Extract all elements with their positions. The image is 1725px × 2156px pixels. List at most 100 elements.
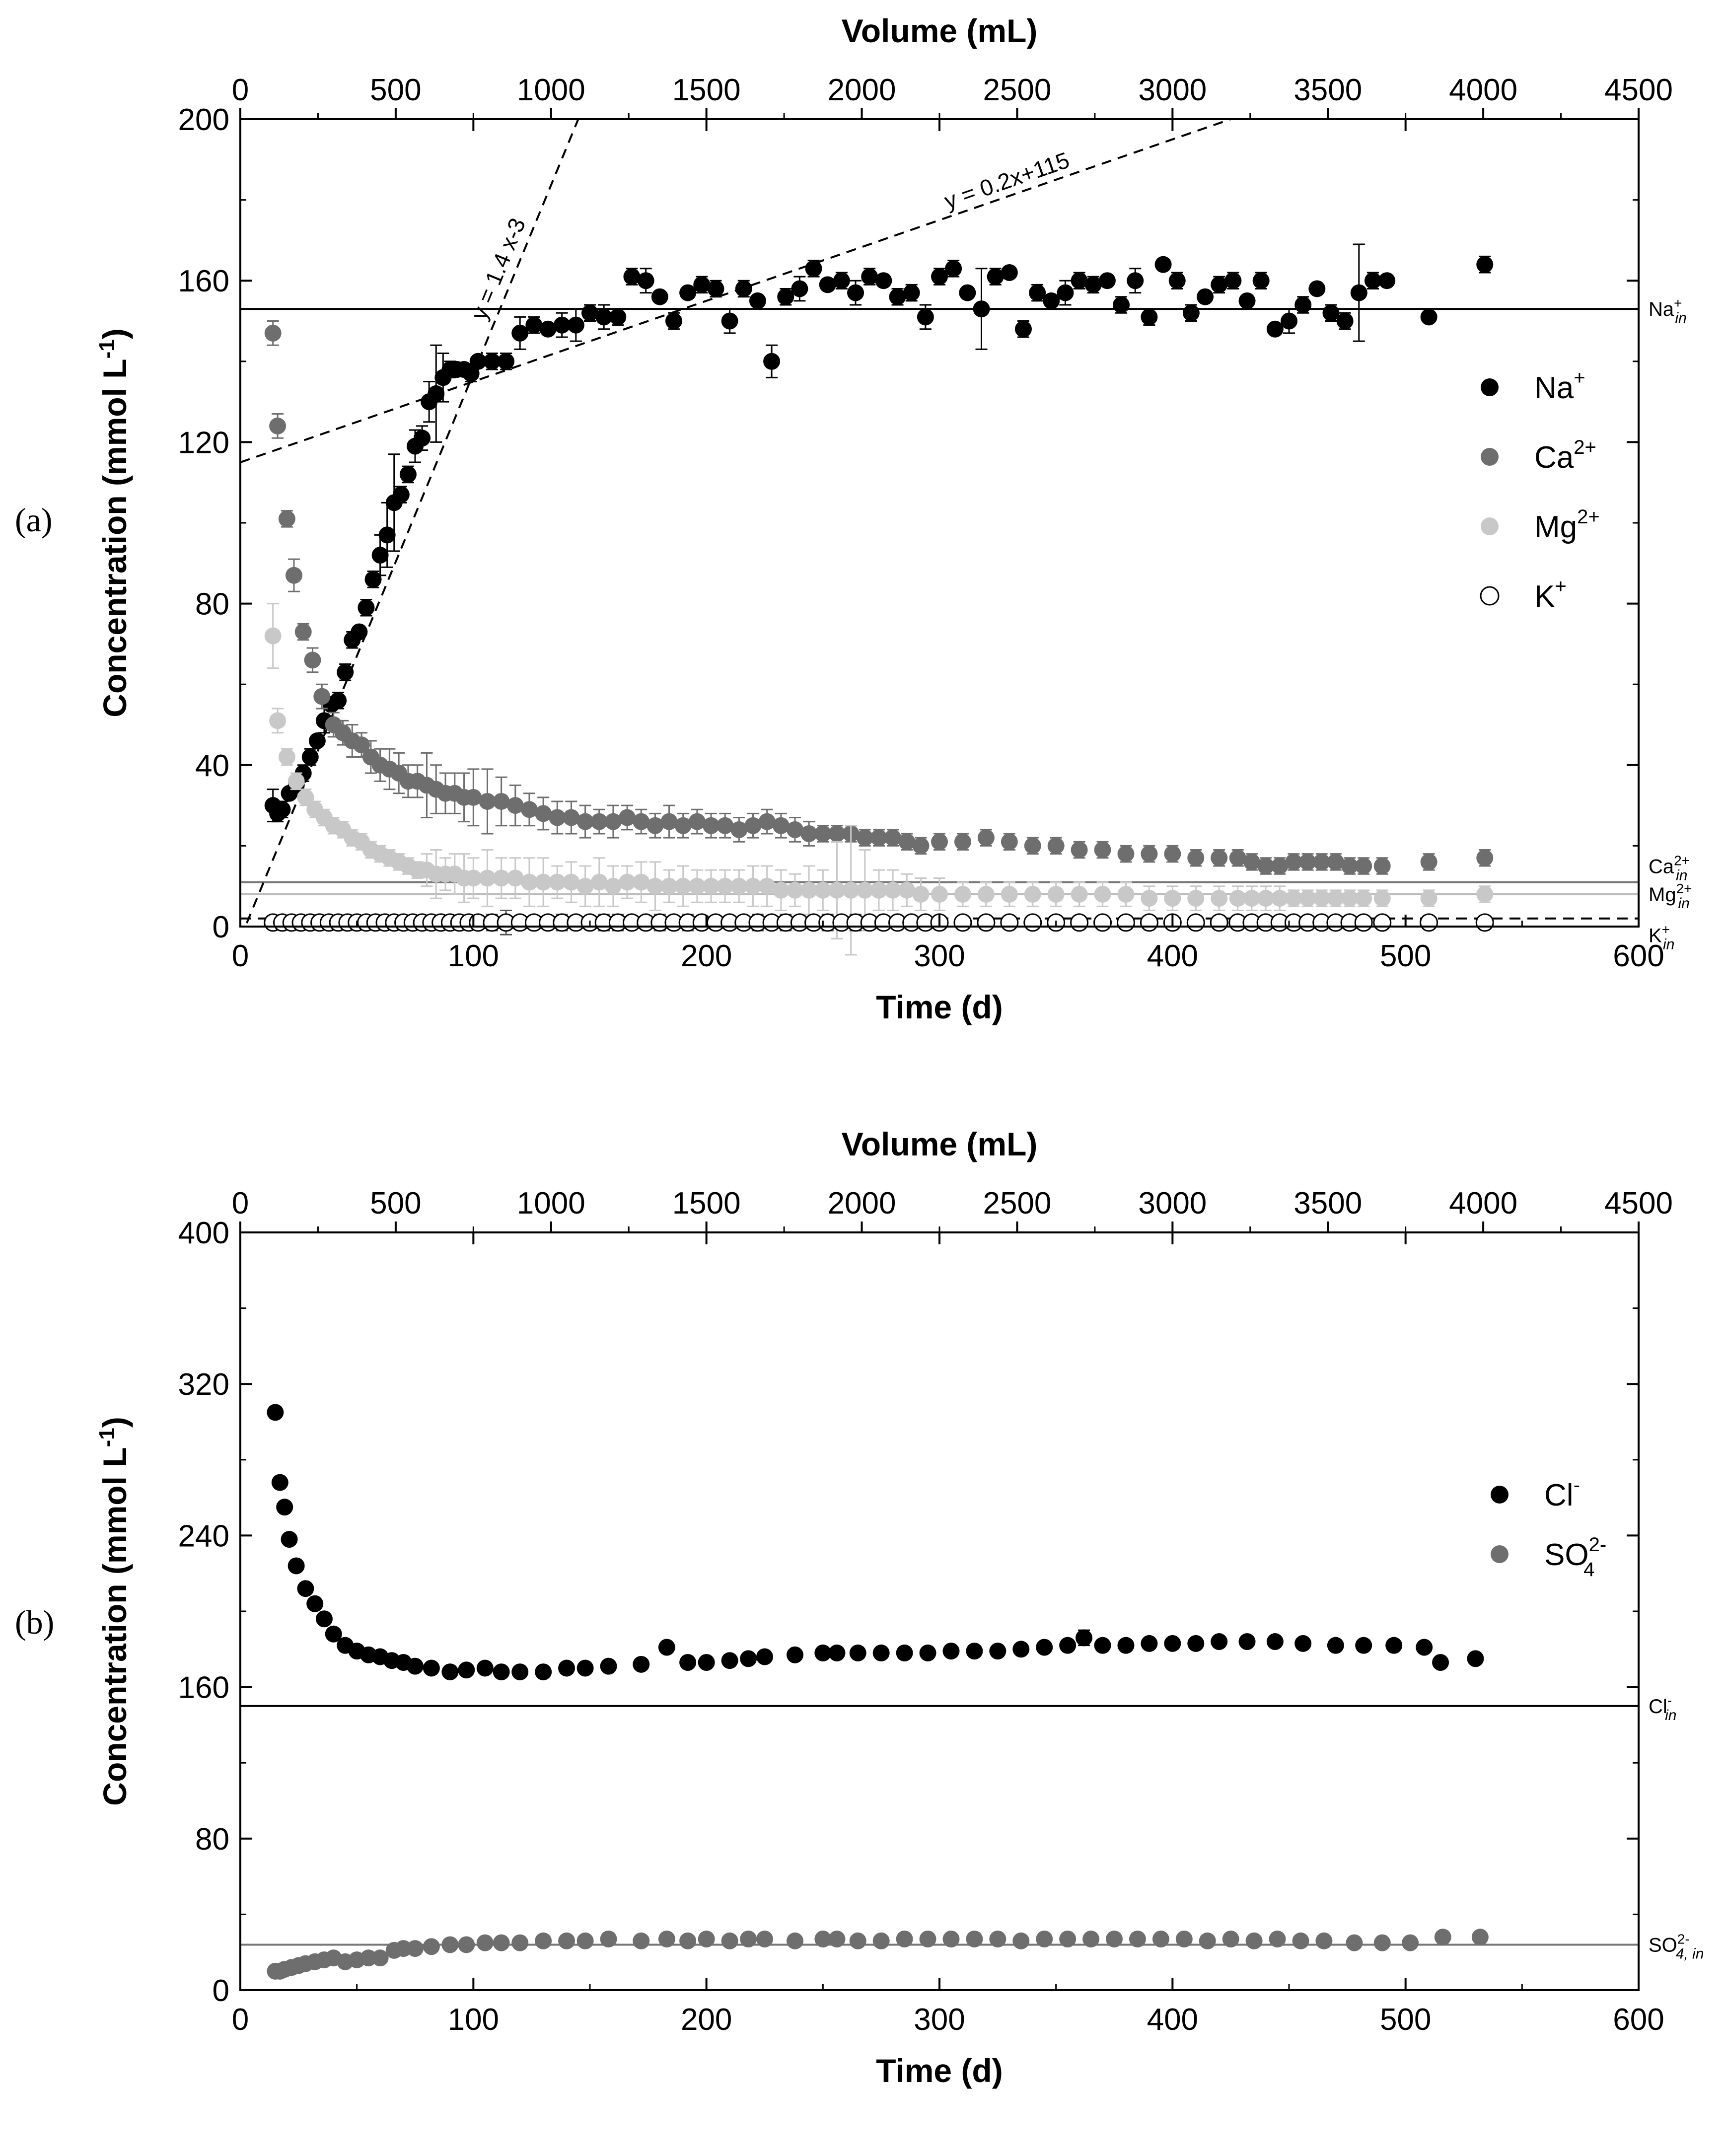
- data-point: [465, 869, 482, 887]
- data-point: [1313, 890, 1330, 907]
- data-point: [465, 789, 482, 806]
- x2-tick-label: 2500: [983, 1186, 1051, 1221]
- data-point: [1043, 292, 1060, 309]
- data-point: [288, 773, 305, 790]
- data-point: [1476, 885, 1494, 903]
- data-point: [870, 829, 887, 847]
- legend-label-base: Mg: [1534, 510, 1577, 544]
- data-point: [576, 1932, 594, 1949]
- data-point: [966, 1930, 983, 1947]
- data-point: [730, 877, 748, 895]
- data-point: [1094, 885, 1111, 903]
- data-point: [1094, 1637, 1111, 1654]
- x2-tick-label: 500: [370, 73, 421, 107]
- data-point: [1327, 853, 1344, 870]
- reference-line-label: Na+ in: [1649, 295, 1687, 326]
- data-point: [479, 792, 496, 810]
- data-point: [304, 651, 321, 669]
- data-point: [1182, 304, 1200, 322]
- x2-tick-label: 1500: [672, 1186, 741, 1221]
- legend-label: SO2- 4: [1544, 1534, 1606, 1581]
- data-point: [896, 1930, 913, 1947]
- data-point: [1322, 304, 1340, 322]
- data-point: [1373, 858, 1391, 875]
- data-point: [1057, 284, 1074, 301]
- data-point: [581, 304, 598, 322]
- data-point: [590, 873, 608, 891]
- data-point: [535, 1663, 552, 1681]
- data-point: [360, 1949, 377, 1967]
- x2-tick-label: 0: [232, 73, 249, 107]
- data-point: [735, 280, 752, 297]
- data-point: [1476, 256, 1494, 273]
- legend-marker: [1481, 378, 1499, 396]
- data-point: [1341, 890, 1359, 907]
- data-point: [1416, 1639, 1433, 1656]
- data-point: [1199, 1932, 1216, 1949]
- data-point: [1029, 284, 1046, 301]
- data-point: [1141, 890, 1158, 907]
- series-Ca2+: [264, 320, 1494, 875]
- data-point: [1327, 890, 1344, 907]
- data-point: [1024, 837, 1041, 855]
- data-point: [330, 692, 347, 709]
- data-point: [814, 825, 832, 843]
- data-point: [441, 1663, 459, 1681]
- data-point: [267, 1404, 284, 1421]
- legend-marker: [1481, 517, 1499, 535]
- data-point: [1211, 849, 1228, 866]
- data-point: [590, 813, 608, 830]
- data-point: [558, 1659, 575, 1677]
- reference-label-sup: +: [1674, 295, 1682, 311]
- x2-tick-label: 3000: [1138, 1186, 1207, 1221]
- data-point: [506, 797, 524, 814]
- data-point: [875, 272, 892, 289]
- data-point: [1299, 890, 1316, 907]
- data-point: [721, 1652, 738, 1669]
- y-axis-title-main: Concentration (mmol L: [96, 1447, 133, 1805]
- reference-label-base: K: [1649, 925, 1662, 947]
- data-point: [525, 316, 543, 334]
- data-point: [1269, 1930, 1286, 1947]
- data-point: [942, 1643, 960, 1660]
- data-point: [966, 1643, 983, 1660]
- data-point: [987, 268, 1004, 286]
- data-point: [549, 873, 566, 891]
- x-tick-label: 300: [914, 2003, 965, 2037]
- data-point: [306, 1595, 324, 1612]
- data-point: [1036, 1639, 1053, 1656]
- y-tick-label: 0: [213, 1974, 229, 2008]
- data-point: [1036, 1930, 1053, 1947]
- data-point: [814, 881, 832, 899]
- data-point: [847, 284, 864, 301]
- x-tick-label: 500: [1380, 939, 1431, 973]
- data-point: [870, 881, 887, 899]
- x2-tick-label: 4500: [1604, 1186, 1673, 1221]
- y-tick-label: 200: [178, 103, 229, 137]
- reference-label-base: Ca: [1649, 856, 1674, 878]
- data-point: [1373, 1934, 1391, 1951]
- data-point: [563, 873, 580, 891]
- data-point: [953, 913, 972, 932]
- data-point: [756, 1930, 773, 1947]
- data-point: [278, 748, 295, 766]
- data-point: [758, 877, 776, 895]
- data-point: [1467, 1650, 1484, 1667]
- data-point: [1355, 1637, 1372, 1654]
- y-tick-label: 160: [178, 264, 229, 298]
- data-point: [1271, 858, 1289, 875]
- legend-label-sup: 2+: [1577, 506, 1600, 528]
- data-point: [285, 567, 302, 584]
- data-point: [828, 1644, 846, 1661]
- data-point: [1350, 284, 1367, 301]
- data-point: [828, 825, 846, 843]
- series-SO42-: [267, 1929, 1489, 1980]
- data-point: [1476, 849, 1494, 866]
- data-point: [1164, 890, 1181, 907]
- data-point: [1336, 312, 1354, 330]
- data-point: [535, 805, 552, 822]
- x-tick-label: 0: [232, 2003, 249, 2037]
- data-point: [1243, 890, 1260, 907]
- data-point: [535, 873, 552, 891]
- data-point: [493, 1934, 510, 1951]
